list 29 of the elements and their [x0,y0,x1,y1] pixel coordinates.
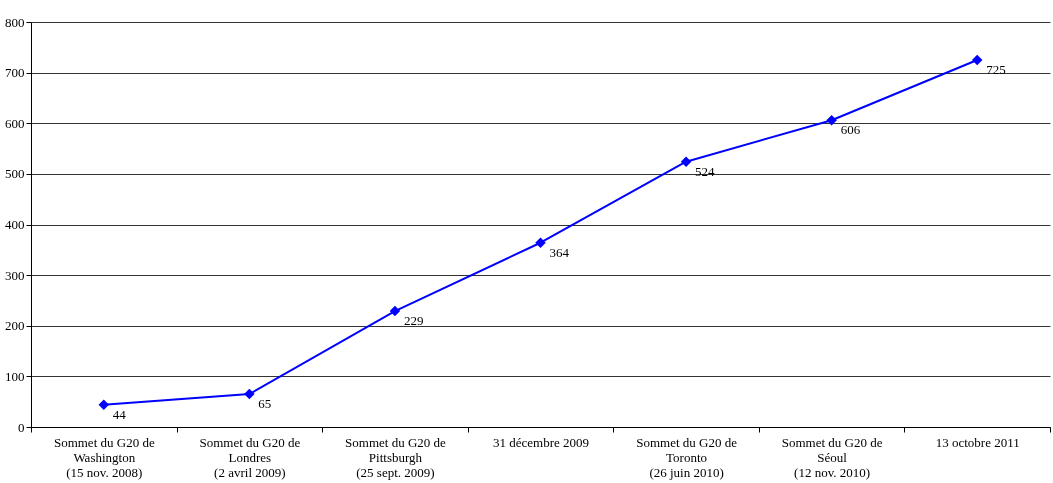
y-tick-label: 500 [5,166,25,182]
y-tick-label: 200 [5,318,25,334]
y-tick-label: 700 [5,65,25,81]
data-label: 725 [986,61,1006,77]
x-tick-label: Sommet du G20 de Séoul (12 nov. 2010) [781,434,883,480]
x-tick-label: 31 décembre 2009 [492,434,590,450]
point [680,156,692,167]
y-tick-label: 300 [5,267,25,283]
y-tick-label: 0 [18,419,25,435]
data-label: 65 [258,396,272,412]
data-label: 364 [549,244,570,260]
x-tick-label: 13 octobre 2011 [935,434,1020,450]
x-tick-label: Sommet du G20 de Pittsburgh (25 sept. 2009) [345,434,447,480]
x-tick-label: Sommet du G20 de Londres (2 avril 2009) [199,434,301,480]
point [971,54,983,66]
x-tick-label: Sommet du G20 de Washington (15 nov. 2008) [53,434,155,480]
point [98,399,110,410]
point [535,237,546,248]
point [389,305,401,317]
y-tick-label: 800 [5,14,25,30]
x-tick-label: Sommet du G20 de Toronto (26 juin 2010) [636,434,738,480]
y-tick-label: 100 [5,368,25,384]
data-label: 229 [403,313,424,329]
point [244,388,255,400]
y-tick-label: 400 [5,217,25,232]
point [826,114,837,126]
data-label: 44 [112,406,127,422]
y-tick-label: 600 [5,115,25,131]
data-label: 606 [840,122,861,138]
